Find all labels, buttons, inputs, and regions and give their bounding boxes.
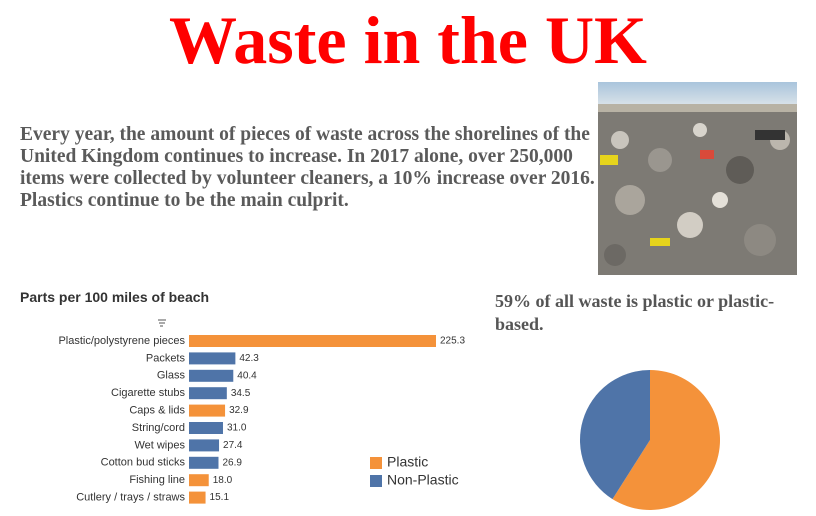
bar: [189, 491, 206, 504]
bar: [189, 335, 436, 347]
category-label: Cotton bud sticks: [101, 457, 186, 469]
category-label: String/cord: [132, 422, 185, 434]
bar: [189, 439, 220, 452]
legend-label: Non-Plastic: [387, 472, 459, 488]
category-label: Plastic/polystyrene pieces: [58, 335, 185, 347]
bar-chart-title: Parts per 100 miles of beach: [20, 289, 210, 305]
category-label: Wet wipes: [134, 439, 185, 451]
value-label: 15.1: [210, 492, 230, 503]
value-label: 34.5: [231, 388, 251, 399]
bar: [189, 474, 209, 487]
legend-swatch: [370, 475, 382, 487]
value-label: 31.0: [227, 423, 247, 434]
value-label: 42.3: [239, 353, 259, 364]
category-label: Fishing line: [129, 474, 185, 486]
pie-slice: [612, 370, 720, 510]
bar: [189, 369, 234, 382]
bar: [189, 456, 219, 469]
bar: [189, 387, 227, 400]
pie-chart-title: 59% of all waste is plastic or plastic-b…: [495, 291, 775, 334]
bar: [189, 422, 223, 434]
value-label: 26.9: [222, 457, 242, 468]
category-label: Caps & lids: [129, 405, 185, 417]
value-label: 32.9: [229, 405, 249, 416]
value-label: 18.0: [213, 475, 233, 486]
value-label: 27.4: [223, 440, 243, 451]
page-title: Waste in the UK: [169, 2, 647, 78]
legend-swatch: [370, 457, 382, 469]
beach-photo: [598, 82, 797, 275]
value-label: 225.3: [440, 336, 465, 347]
value-label: 40.4: [237, 370, 257, 381]
menu-icon: [158, 319, 166, 327]
legend-label: Plastic: [387, 454, 428, 470]
bar: [189, 352, 236, 365]
category-label: Cigarette stubs: [111, 387, 185, 399]
pie-slice: [580, 370, 650, 500]
category-label: Packets: [146, 352, 186, 364]
category-label: Cutlery / trays / straws: [76, 492, 185, 504]
bar: [189, 404, 226, 417]
category-label: Glass: [157, 370, 186, 382]
intro-text: Every year, the amount of pieces of wast…: [20, 124, 595, 211]
